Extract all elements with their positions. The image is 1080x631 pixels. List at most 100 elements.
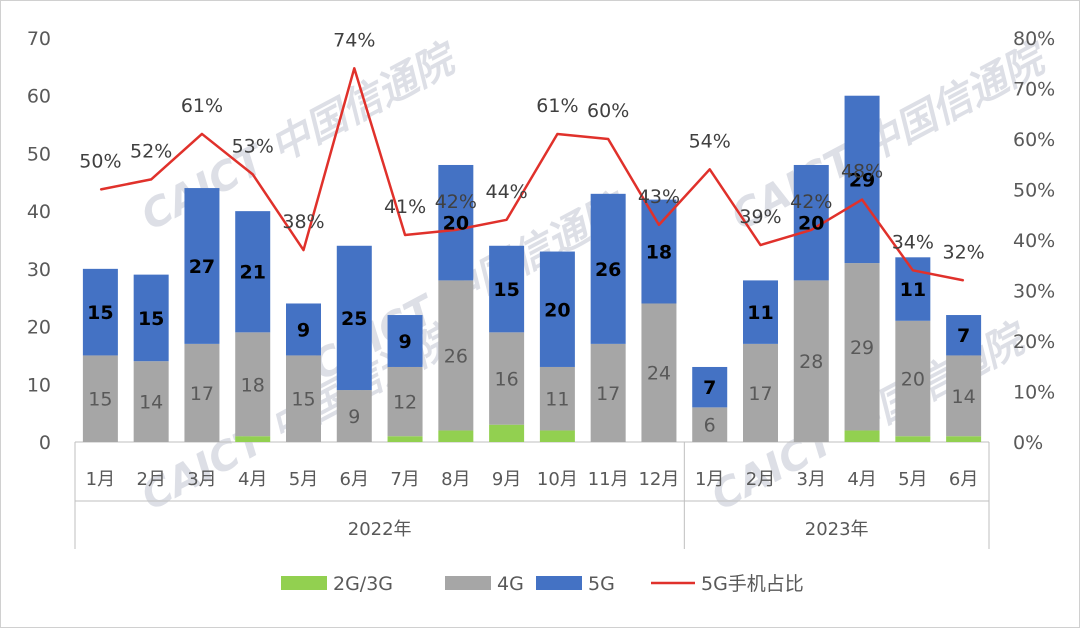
bar-segment-4g (438, 280, 474, 431)
y-right-tick-label: 70% (1013, 79, 1055, 101)
data-label-pct: 53% (232, 135, 274, 157)
bar-segment-4g (641, 303, 677, 442)
bar-segment-5g (489, 245, 525, 333)
bar-segment-5g (336, 245, 372, 391)
bar-segment-4g (489, 332, 525, 425)
bar-segment-4g (336, 390, 372, 442)
legend-label: 5G手机占比 (701, 573, 804, 595)
legend-swatch (536, 576, 582, 590)
bar-segment-2g3g (895, 436, 931, 442)
data-label-5g: 7 (703, 377, 716, 399)
bar-segment-4g (184, 343, 220, 442)
data-label-5g: 9 (398, 331, 411, 353)
bar-segment-2g3g (539, 430, 575, 442)
line-point (506, 219, 508, 221)
data-label-5g: 20 (544, 299, 570, 321)
line-point (303, 249, 304, 251)
line-point (760, 244, 761, 246)
bar-segment-5g (844, 95, 880, 264)
x-tick-label: 5月 (289, 469, 318, 490)
data-label-pct: 41% (384, 196, 426, 218)
bar-segment-4g (133, 361, 169, 442)
data-label-4g: 17 (190, 383, 214, 405)
bar-segment-5g (82, 268, 118, 356)
bar-segment-4g (743, 343, 778, 442)
x-tick-label: 3月 (797, 469, 826, 490)
data-label-4g: 15 (88, 389, 112, 411)
y-right-tick-label: 0% (1013, 432, 1043, 454)
x-tick-label: 1月 (86, 469, 115, 490)
bar-segment-5g (641, 199, 677, 304)
x-tick-label: 1月 (695, 469, 724, 490)
line-layer (99, 67, 965, 282)
data-label-4g: 15 (291, 389, 315, 411)
line-point (810, 229, 812, 231)
line-point (607, 138, 609, 140)
data-label-4g: 20 (901, 369, 925, 391)
data-label-5g: 9 (297, 319, 310, 341)
data-label-4g: 24 (647, 363, 671, 385)
bar-segment-5g (438, 164, 474, 281)
data-label-4g: 6 (704, 415, 716, 437)
line-point (353, 67, 355, 69)
data-label-4g: 9 (348, 406, 360, 428)
y-left-tick-label: 50 (27, 143, 51, 165)
data-label-pct: 54% (689, 130, 731, 152)
legend-label: 5G (588, 573, 615, 595)
data-label-4g: 26 (444, 345, 468, 367)
data-label-pct: 74% (333, 29, 375, 51)
bar-segment-5g (743, 280, 778, 344)
data-label-pct: 42% (790, 191, 832, 213)
bar-segment-5g (286, 303, 321, 356)
bar-segment-4g (844, 263, 880, 431)
y-right-tick-label: 30% (1013, 281, 1055, 303)
line-point (709, 168, 711, 170)
data-label-pct: 43% (638, 186, 680, 208)
legend-swatch (445, 576, 491, 590)
bar-segment-5g (946, 315, 982, 356)
bar-segment-5g (184, 188, 220, 344)
data-label-4g: 14 (952, 386, 976, 408)
data-label-4g: 16 (495, 369, 519, 391)
bar-segment-5g (590, 193, 626, 344)
bar-segment-4g (82, 355, 118, 442)
line-point (150, 178, 152, 180)
data-label-5g: 21 (239, 262, 265, 284)
data-label-pct: 39% (739, 206, 781, 228)
data-label-4g: 18 (241, 374, 265, 396)
line-point (963, 279, 965, 281)
data-label-pct: 34% (892, 231, 934, 253)
bar-segment-5g (895, 257, 931, 321)
y-left-tick-label: 0 (39, 432, 51, 454)
bar-segment-5g (133, 274, 169, 362)
labels-layer: 15 15 14 15 17 27 18 21 15 9 9 25 12 9 26 20 16 15 11 20 17 2… (79, 29, 984, 436)
legend: 2G/3G 4G 5G 5G手机占比 (281, 573, 804, 595)
data-label-pct: 52% (130, 140, 172, 162)
bar-segment-5g (387, 315, 423, 367)
data-label-4g: 14 (139, 392, 163, 414)
line-point (201, 133, 203, 135)
bar-segment-4g (946, 355, 982, 437)
x-tick-label: 7月 (390, 469, 419, 490)
line-point (404, 234, 406, 236)
data-label-5g: 7 (957, 325, 970, 347)
y-right-tick-label: 40% (1013, 230, 1055, 252)
y-left-tick-label: 20 (27, 317, 51, 339)
data-label-5g: 15 (87, 302, 113, 324)
x-tick-label: 3月 (187, 469, 216, 490)
line-5g-share (100, 67, 964, 282)
bar-segment-4g (692, 407, 728, 442)
data-label-pct: 38% (282, 211, 324, 233)
x-group-label: 2023年 (805, 519, 869, 540)
data-label-5g: 11 (747, 302, 773, 324)
x-tick-label: 4月 (238, 469, 267, 490)
y-left-tick-label: 30 (27, 259, 51, 281)
x-tick-label: 5月 (898, 469, 927, 490)
x-tick-label: 2月 (746, 469, 775, 490)
y-left-tick-label: 70 (27, 28, 51, 50)
data-label-5g: 26 (595, 259, 621, 281)
y-left-tick-label: 10 (27, 374, 51, 396)
bar-segment-4g (539, 366, 575, 431)
y-right-tick-label: 80% (1013, 28, 1055, 50)
